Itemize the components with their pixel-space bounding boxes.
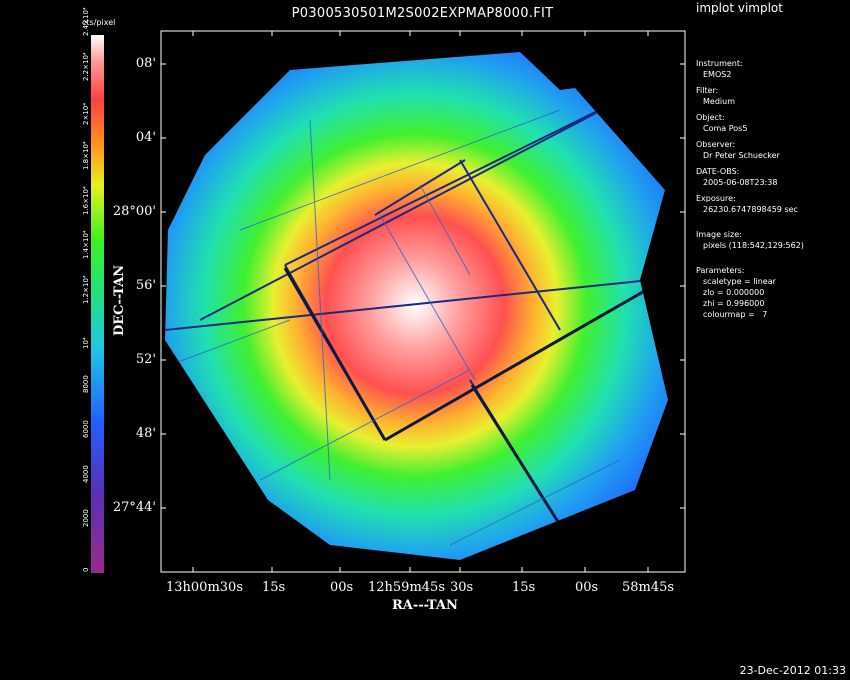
exposure-value: 26230.6747898459 sec (703, 205, 798, 214)
parameters-label: Parameters: (696, 266, 745, 275)
zlo-value: zlo = 0.000000 (703, 288, 765, 297)
colorbar (91, 35, 104, 573)
observer-label: Observer: (696, 140, 736, 149)
info-panel: Instrument: EMOS2 Filter: Medium Object: Co… (696, 58, 846, 325)
date-label: DATE-OBS: (696, 167, 740, 176)
ra-tick-label: 12h59m45s (368, 580, 445, 595)
colourmap-value: colourmap = 7 (703, 310, 768, 319)
filter-value: Medium (703, 97, 735, 106)
timestamp: 23-Dec-2012 01:33 (739, 664, 846, 677)
dec-tick-label: 48' (135, 426, 156, 441)
colorbar-unit: cts/pixel (82, 18, 116, 27)
dec-tick-label: 04' (135, 130, 156, 145)
imagesize-label: Image size: (696, 230, 742, 239)
observer-value: Dr Peter Schuecker (703, 151, 780, 160)
app-name: implot vimplot (696, 1, 783, 15)
x-axis-title: RA---TAN (392, 598, 458, 613)
ra-tick-label: 15s (512, 580, 536, 595)
dec-tick-label: 52' (135, 352, 156, 367)
dec-tick-label: 27°44' (112, 500, 156, 515)
ra-tick-label: 30s (450, 580, 474, 595)
ra-tick-label: 58m45s (622, 580, 675, 595)
scaletype-value: scaletype = linear (703, 277, 776, 286)
object-label: Object: (696, 113, 725, 122)
exposure-label: Exposure: (696, 194, 736, 203)
dec-tick-label: 08' (135, 56, 156, 71)
imagesize-value: pixels (118:542,129:562) (703, 241, 804, 250)
instrument-label: Instrument: (696, 59, 743, 68)
ra-tick-label: 15s (262, 580, 286, 595)
filter-label: Filter: (696, 86, 719, 95)
object-value: Coma Pos5 (703, 124, 748, 133)
ra-tick-label: 00s (575, 580, 599, 595)
dec-tick-label: 56' (135, 278, 156, 293)
dec-tick-label: 28°00' (112, 204, 156, 219)
zhi-value: zhi = 0.996000 (703, 299, 765, 308)
instrument-value: EMOS2 (703, 70, 732, 79)
image-title: P0300530501M2S002EXPMAP8000.FIT (291, 6, 554, 21)
date-value: 2005-06-08T23:38 (703, 178, 778, 187)
y-axis-title: DEC--TAN (112, 264, 127, 336)
ra-tick-label: 13h00m30s (166, 580, 243, 595)
ra-tick-label: 00s (330, 580, 354, 595)
